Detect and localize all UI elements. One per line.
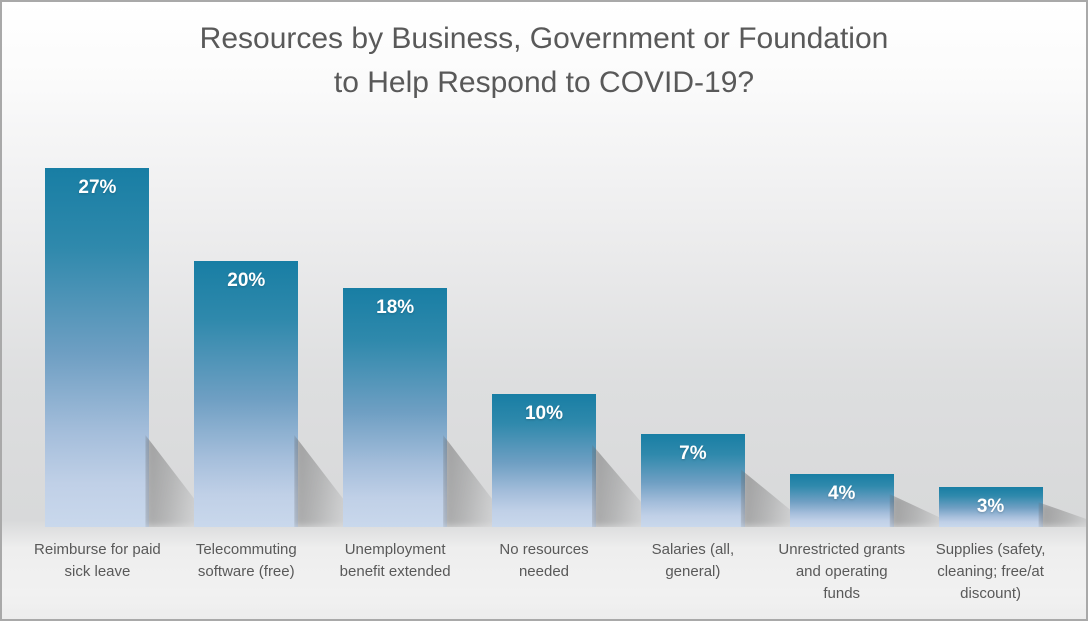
category-label: Telecommuting software (free) [172, 539, 321, 583]
bar-value-label: 10% [524, 403, 564, 424]
bar: 20% [194, 261, 357, 527]
category-axis: Reimburse for paid sick leave Telecommuti… [23, 539, 1065, 605]
category-label-text: Reimburse for paid sick leave [34, 541, 161, 580]
bar-value-label: 4% [827, 483, 856, 504]
bar-value-label: 3% [976, 496, 1005, 517]
category-label: Unrestricted grants and operating funds [767, 539, 916, 605]
bar: 4% [789, 474, 952, 527]
bar: 3% [938, 487, 1086, 527]
bar-value-label: 20% [227, 270, 266, 291]
bar-column: 18% [321, 168, 506, 527]
bar-column: 27% [23, 168, 208, 527]
category-label: Salaries (all, general) [618, 539, 767, 583]
category-label: Unemployment benefit extended [321, 539, 470, 583]
bar: 27% [45, 168, 208, 527]
category-label-text: No resources needed [499, 541, 589, 580]
category-label: Reimburse for paid sick leave [23, 539, 172, 583]
bar-column: 10% [470, 168, 654, 527]
bar-value-label: 18% [376, 297, 415, 318]
bar-shadow [1038, 502, 1086, 527]
bar-value-label: 27% [78, 177, 117, 198]
bar-column: 7% [618, 168, 803, 527]
category-label-text: Salaries (all, general) [651, 541, 735, 580]
plot-area: 27% 20% 18% 10% 7% 4% 3% [23, 168, 1086, 527]
category-label-text: Telecommuting software (free) [195, 541, 297, 580]
bar: 7% [640, 434, 803, 527]
bar-column: 4% [767, 168, 952, 527]
bar: 10% [492, 394, 654, 527]
category-label-text: Unrestricted grants and operating funds [778, 541, 906, 602]
bar-column: 20% [172, 168, 357, 527]
chart-title-line1: Resources by Business, Government or Fou… [199, 22, 889, 55]
chart-title: Resources by Business, Government or Fou… [2, 17, 1086, 105]
bar-value-label: 7% [679, 443, 707, 464]
bar-column: 3% [916, 168, 1086, 527]
category-label: Supplies (safety, cleaning; free/at disc… [916, 539, 1065, 605]
bar: 18% [343, 288, 506, 527]
category-label-text: Supplies (safety, cleaning; free/at disc… [935, 541, 1046, 602]
category-label-text: Unemployment benefit extended [339, 541, 451, 580]
category-label: No resources needed [470, 539, 619, 583]
chart-title-line2: to Help Respond to COVID-19? [333, 66, 755, 99]
